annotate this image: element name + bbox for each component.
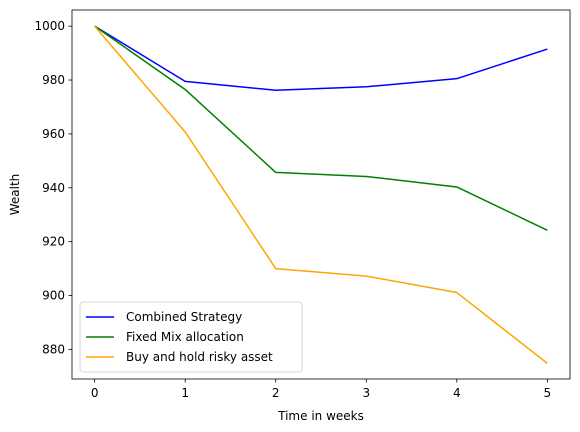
x-tick-label: 0 [91,386,99,400]
y-tick-label: 880 [42,342,65,356]
y-tick-label: 980 [42,73,65,87]
series-line-3 [94,25,548,364]
x-axis-label: Time in weeks [277,409,364,423]
legend-label-1: Combined Strategy [126,310,242,324]
plot-area-frame [71,9,571,380]
legend: Combined Strategy Fixed Mix allocation Buy… [79,301,303,373]
x-tick-label: 3 [362,386,370,400]
y-tick-label: 940 [42,181,65,195]
x-tick-label: 2 [272,386,280,400]
y-axis-label: Wealth [8,174,22,216]
legend-label-2: Fixed Mix allocation [126,330,244,344]
y-tick-label: 920 [42,235,65,249]
legend-frame [79,301,303,373]
y-tick-label: 960 [42,127,65,141]
axis-ticks: 0 1 2 3 4 5 880 900 920 940 960 980 1000 [34,19,551,400]
x-tick-label: 4 [453,386,461,400]
x-tick-label: 5 [544,386,552,400]
series-line-2 [94,25,548,231]
y-tick-label: 1000 [34,19,65,33]
x-tick-label: 1 [181,386,189,400]
y-tick-label: 900 [42,289,65,303]
series-line-1 [94,25,548,92]
legend-label-3: Buy and hold risky asset [126,350,273,364]
series-lines [94,25,548,364]
